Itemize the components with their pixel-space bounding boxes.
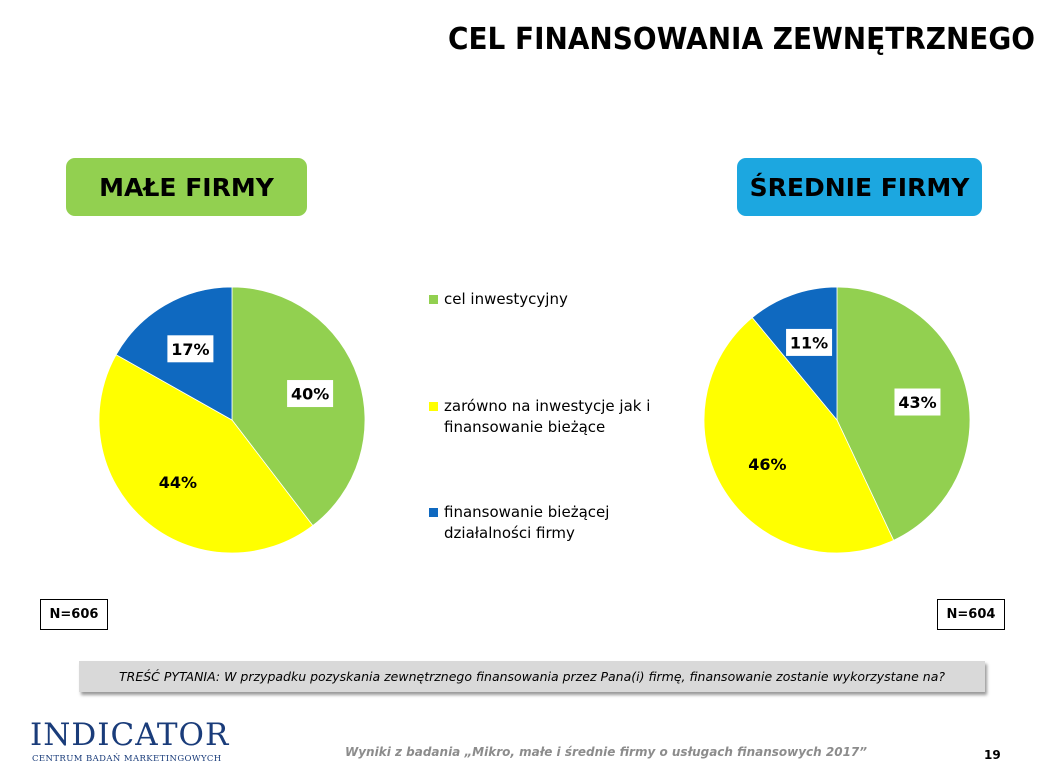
logo-text: INDICATOR <box>30 717 230 753</box>
data-label: 40% <box>291 385 329 404</box>
data-label: 44% <box>159 473 197 492</box>
data-label-background <box>167 335 214 363</box>
legend-swatch-yellow <box>429 402 438 411</box>
legend-item-both: zarówno na inwestycje jak i finansowanie… <box>429 396 689 438</box>
footer-source: Wyniki z badania „Mikro, małe i średnie … <box>345 745 868 759</box>
legend-item-investment: cel inwestycyjny <box>429 289 689 310</box>
question-box: TREŚĆ PYTANIA: W przypadku pozyskania ze… <box>79 661 985 692</box>
legend-label: finansowanie bieżącej działalności firmy <box>444 503 610 542</box>
data-label: 46% <box>748 455 786 474</box>
data-label: 17% <box>171 340 209 359</box>
sample-size-small: N=606 <box>40 599 108 630</box>
page-title: CEL FINANSOWANIA ZEWNĘTRZNEGO <box>448 22 1035 57</box>
page-number: 19 <box>984 748 1001 762</box>
sample-size-medium: N=604 <box>937 599 1005 630</box>
pie-chart-small-firms: 40% 44% 17% <box>98 286 366 554</box>
data-label: 11% <box>790 333 828 352</box>
pie-slice-both <box>703 316 895 554</box>
indicator-logo: INDICATOR CENTRUM BADAŃ MARKETINGOWYCH <box>30 717 230 767</box>
legend-label: cel inwestycyjny <box>444 290 568 308</box>
pie-chart-medium-firms: 43% 46% 11% <box>703 286 971 554</box>
small-firms-header: MAŁE FIRMY <box>66 158 307 216</box>
question-label: TREŚĆ PYTANIA: <box>119 669 221 684</box>
question-text: W przypadku pozyskania zewnętrznego fina… <box>224 669 945 684</box>
legend-swatch-blue <box>429 508 438 517</box>
legend-item-current-operations: finansowanie bieżącej działalności firmy <box>429 502 689 544</box>
data-label-background <box>894 388 941 416</box>
pie-slice-both <box>98 354 314 554</box>
data-label-background <box>287 380 334 408</box>
data-label: 43% <box>898 393 936 412</box>
legend-swatch-green <box>429 295 438 304</box>
legend-label: zarówno na inwestycje jak i finansowanie… <box>444 397 651 436</box>
data-label-background <box>786 328 833 356</box>
logo-subtitle: CENTRUM BADAŃ MARKETINGOWYCH <box>32 754 222 764</box>
medium-firms-header: ŚREDNIE FIRMY <box>737 158 982 216</box>
